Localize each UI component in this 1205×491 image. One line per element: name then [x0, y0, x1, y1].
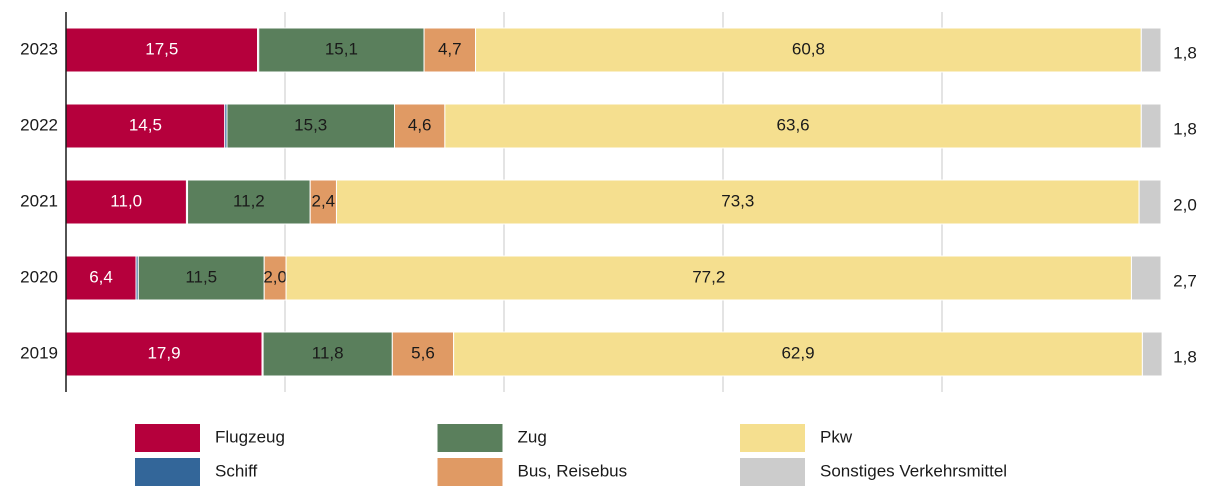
- value-label: 2,0: [263, 267, 287, 286]
- value-label: 2,4: [312, 191, 336, 210]
- value-label: 62,9: [781, 343, 814, 362]
- legend-swatch: [740, 458, 805, 486]
- value-label: 17,9: [147, 343, 180, 362]
- legend-swatch: [437, 424, 503, 452]
- value-label: 63,6: [777, 115, 810, 134]
- value-label: 4,7: [438, 39, 462, 58]
- value-label: 77,2: [692, 267, 725, 286]
- value-label: 2,7: [1173, 271, 1197, 290]
- bar-segment: [65, 27, 259, 73]
- legend-label: Zug: [518, 427, 547, 446]
- value-label: 15,1: [325, 39, 358, 58]
- value-label: 11,0: [110, 191, 142, 210]
- bar-segment: [1140, 103, 1162, 149]
- bar-segment: [187, 179, 311, 225]
- y-tick-label: 2019: [20, 343, 58, 362]
- value-label: 2,0: [1173, 195, 1197, 214]
- bar-segment: [226, 103, 395, 149]
- value-label: 4,6: [408, 115, 432, 134]
- value-label: 17,5: [145, 39, 178, 58]
- bar-segment: [475, 27, 1142, 73]
- bar-segment: [65, 331, 263, 377]
- legend-label: Sonstiges Verkehrsmittel: [820, 461, 1007, 480]
- bar-segment: [423, 27, 477, 73]
- value-label: 11,2: [233, 191, 265, 210]
- value-label: 1,8: [1173, 347, 1197, 366]
- bar-segment: [453, 331, 1143, 377]
- legend-label: Pkw: [820, 427, 853, 446]
- value-label: 15,3: [294, 115, 327, 134]
- legend-label: Bus, Reisebus: [518, 461, 628, 480]
- value-label: 60,8: [792, 39, 825, 58]
- y-tick-label: 2020: [20, 267, 58, 286]
- legend-swatch: [437, 458, 503, 486]
- bar-segment: [65, 179, 187, 225]
- bar-segment: [444, 103, 1142, 149]
- bar-segment: [391, 331, 455, 377]
- bar-segment: [1140, 27, 1162, 73]
- bar-segment: [1138, 179, 1162, 225]
- bar-segment: [1141, 331, 1163, 377]
- bar-segment: [262, 331, 393, 377]
- bar-segment: [285, 255, 1132, 301]
- y-tick-label: 2021: [20, 191, 58, 210]
- legend-label: Flugzeug: [215, 427, 285, 446]
- y-tick-label: 2022: [20, 115, 58, 134]
- value-label: 6,4: [89, 267, 113, 286]
- value-label: 1,8: [1173, 119, 1197, 138]
- value-label: 5,6: [411, 343, 435, 362]
- legend-swatch: [135, 458, 200, 486]
- legend-label: Schiff: [215, 461, 257, 480]
- bar-segment: [394, 103, 446, 149]
- bar-segment: [137, 255, 265, 301]
- value-label: 73,3: [721, 191, 754, 210]
- value-label: 11,8: [312, 343, 344, 362]
- legend-swatch: [135, 424, 200, 452]
- value-label: 14,5: [129, 115, 162, 134]
- bar-segment: [309, 179, 337, 225]
- bar-segment: [1130, 255, 1162, 301]
- value-label: 11,5: [185, 267, 217, 286]
- legend-swatch: [740, 424, 805, 452]
- y-tick-label: 2023: [20, 39, 58, 58]
- value-label: 1,8: [1173, 43, 1197, 62]
